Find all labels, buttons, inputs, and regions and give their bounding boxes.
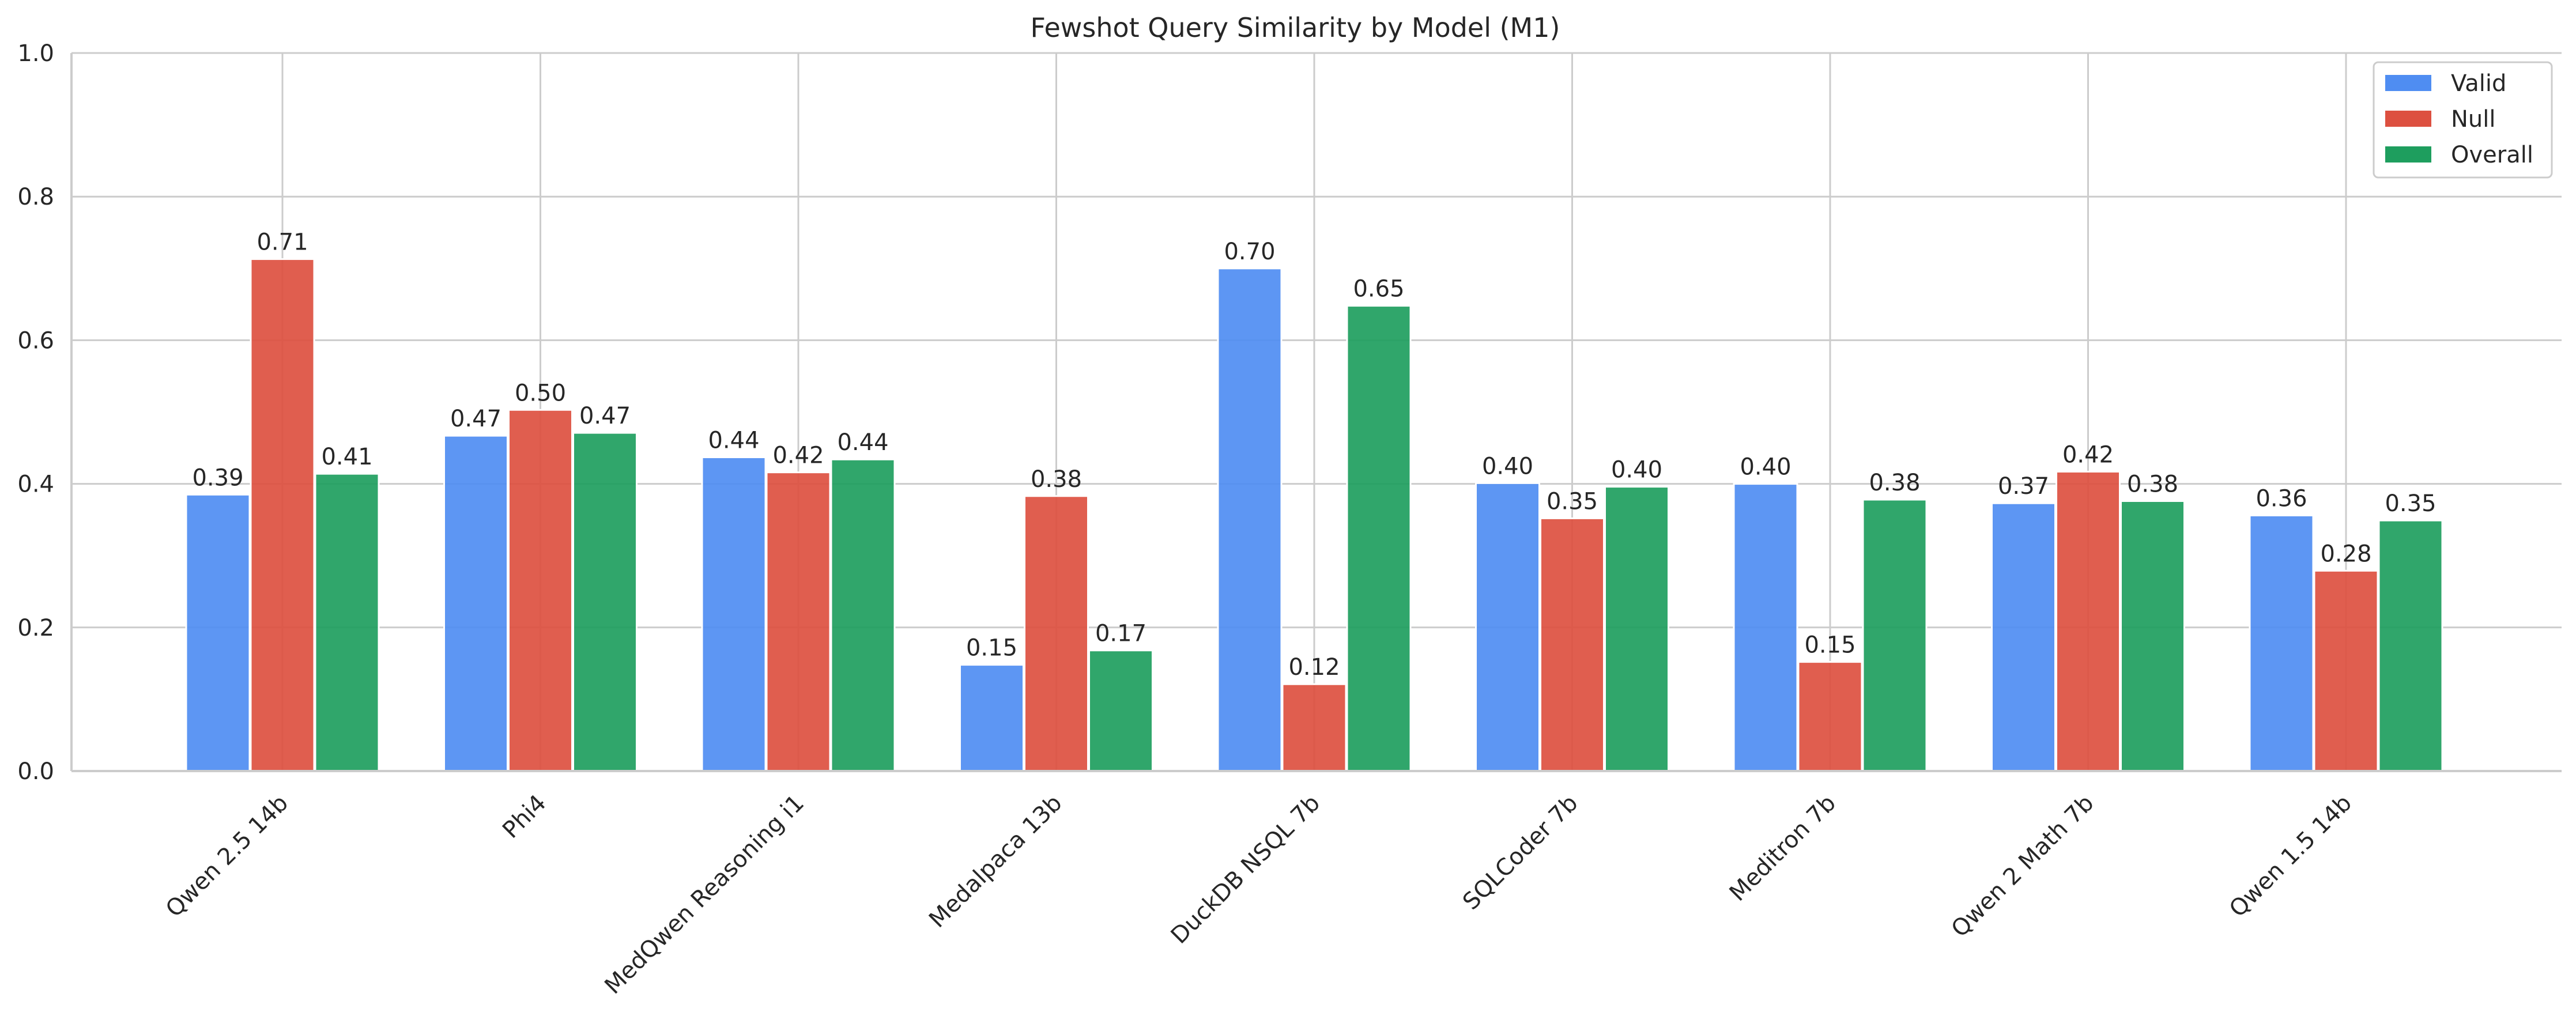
x-tick-label: Qwen 2 Math 7b: [1947, 790, 2099, 943]
x-tick-label: SQLCoder 7b: [1458, 790, 1583, 915]
x-tick-label: MedQwen Reasoning i1: [599, 790, 809, 1000]
data-label-null: 0.28: [2320, 541, 2371, 567]
bar-valid: [2249, 514, 2314, 772]
bar-overall: [1862, 498, 1928, 772]
bar-valid: [1733, 483, 1798, 772]
data-label-null: 0.71: [257, 229, 308, 256]
data-label-valid: 0.40: [1740, 454, 1791, 481]
legend-swatch-null: [2385, 111, 2431, 127]
bar-null: [250, 258, 315, 772]
y-tick-label: 0.4: [17, 471, 54, 498]
data-label-valid: 0.70: [1224, 239, 1275, 265]
chart-title: Fewshot Query Similarity by Model (M1): [1031, 12, 1560, 43]
x-tick-label: Qwen 1.5 14b: [2224, 790, 2357, 923]
bar-null: [765, 471, 831, 772]
y-tick-label: 1.0: [17, 40, 54, 67]
bar-overall: [1604, 486, 1669, 772]
bar-overall: [830, 458, 896, 772]
y-tick-label: 0.6: [17, 327, 54, 354]
data-label-null: 0.35: [1547, 488, 1598, 515]
bar-null: [508, 409, 573, 772]
data-label-null: 0.15: [1804, 632, 1855, 659]
data-label-overall: 0.38: [2127, 471, 2178, 498]
x-tick-label: DuckDB NSQL 7b: [1166, 790, 1325, 949]
bar-null: [2313, 569, 2379, 772]
bar-layer: [185, 258, 2443, 772]
bar-null: [1024, 495, 1089, 772]
bar-overall: [314, 473, 380, 772]
bar-overall: [572, 432, 638, 772]
x-tick-label: Qwen 2.5 14b: [161, 790, 293, 923]
bar-null: [1540, 517, 1605, 772]
y-tick-label: 0.8: [17, 184, 54, 210]
x-tick-label: Phi4: [497, 790, 551, 844]
bar-null: [2055, 470, 2121, 772]
legend-label-null: Null: [2451, 106, 2496, 133]
bar-valid: [1217, 267, 1283, 772]
bar-valid: [1475, 482, 1540, 772]
legend-swatch-overall: [2385, 146, 2431, 163]
legend-label-valid: Valid: [2451, 70, 2506, 97]
y-tick-label: 0.0: [17, 758, 54, 785]
data-label-null: 0.42: [772, 443, 824, 469]
data-label-valid: 0.36: [2256, 485, 2307, 512]
data-label-null: 0.50: [515, 380, 566, 406]
bar-null: [1281, 683, 1347, 772]
bar-valid: [1991, 502, 2056, 772]
data-label-overall: 0.17: [1095, 621, 1146, 647]
bar-overall: [1346, 305, 1412, 772]
x-tick-label: Meditron 7b: [1725, 790, 1841, 906]
data-label-overall: 0.35: [2385, 490, 2436, 517]
bar-overall: [2378, 519, 2443, 772]
data-label-overall: 0.47: [579, 403, 631, 429]
y-tick-label: 0.2: [17, 615, 54, 641]
data-label-overall: 0.40: [1611, 457, 1662, 483]
bar-valid: [701, 456, 767, 772]
bar-overall: [1088, 649, 1153, 772]
data-label-valid: 0.37: [1998, 473, 2049, 500]
data-label-valid: 0.39: [192, 464, 243, 491]
x-tick-label: Medalpaca 13b: [924, 790, 1068, 934]
legend-swatch-valid: [2385, 75, 2431, 91]
data-label-overall: 0.44: [837, 429, 888, 456]
data-label-valid: 0.40: [1482, 453, 1533, 479]
bar-valid: [185, 493, 251, 772]
data-label-valid: 0.44: [708, 427, 759, 454]
data-label-overall: 0.41: [321, 444, 372, 470]
data-label-null: 0.38: [1031, 466, 1082, 493]
data-label-overall: 0.38: [1869, 470, 1920, 496]
label-layer: 0.39 0.47 0.44 0.15 0.70 0.40 0.40 0.37 0.36 0.71…: [192, 229, 2436, 681]
data-label-valid: 0.15: [966, 635, 1017, 662]
bar-valid: [443, 435, 508, 772]
bar-overall: [2120, 500, 2185, 772]
data-label-valid: 0.47: [450, 406, 501, 432]
bar-valid: [959, 664, 1024, 772]
legend: Valid Null Overall: [2373, 61, 2553, 179]
data-label-null: 0.42: [2062, 441, 2114, 468]
data-label-null: 0.12: [1288, 654, 1340, 681]
bar-null: [1797, 661, 1863, 772]
legend-label-overall: Overall: [2451, 142, 2533, 168]
data-label-overall: 0.65: [1353, 276, 1404, 303]
